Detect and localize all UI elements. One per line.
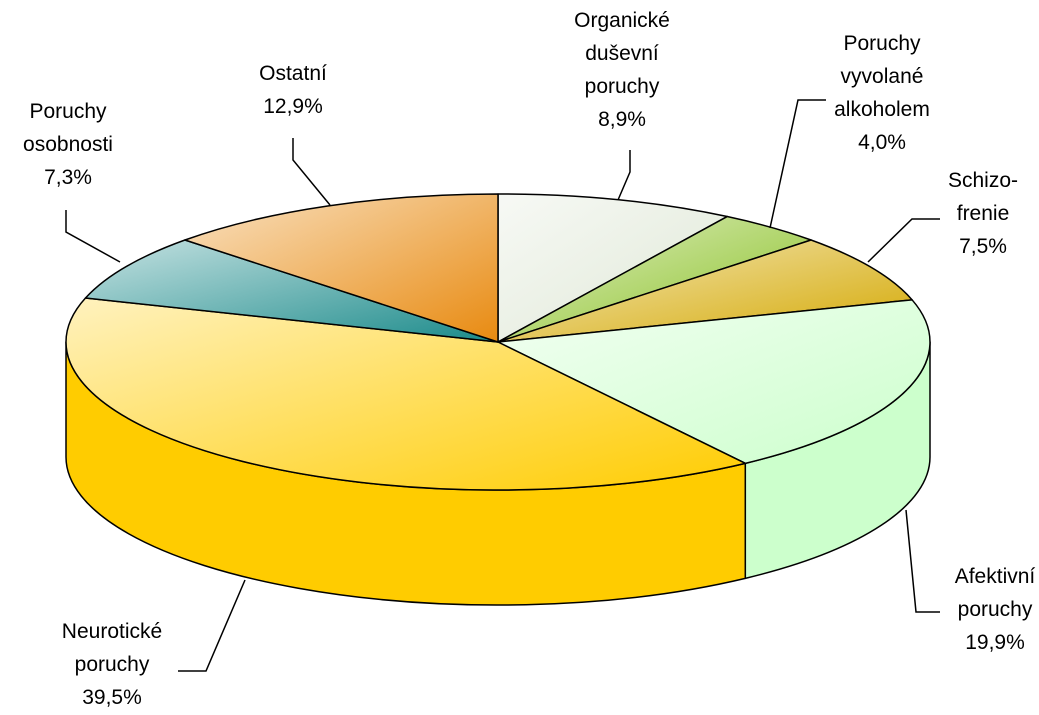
pie-slice xyxy=(497,299,931,465)
value-label: 4,0% xyxy=(858,131,906,154)
category-label: Organické duševní poruchy xyxy=(574,9,670,98)
category-label: Schizo-frenie xyxy=(948,169,1018,225)
leader-line xyxy=(65,210,121,263)
category-label: Neurotické poruchy xyxy=(62,620,162,676)
category-label: Poruchy vyvolané alkoholem xyxy=(834,32,930,121)
leader-line xyxy=(178,579,246,672)
pie-slice xyxy=(84,239,499,343)
category-label: Ostatní xyxy=(259,62,327,85)
value-label: 39,5% xyxy=(82,686,142,709)
pie-slice xyxy=(497,239,913,343)
value-label: 19,9% xyxy=(965,631,1025,654)
pie-slice xyxy=(497,193,728,343)
leader-line xyxy=(292,138,331,206)
leader-line xyxy=(769,99,826,229)
leader-line xyxy=(905,509,940,613)
category-label: Afektivní poruchy xyxy=(955,565,1036,621)
pie-slice xyxy=(184,193,499,343)
leader-line xyxy=(617,150,631,201)
leader-line xyxy=(867,218,940,263)
pie-slice xyxy=(65,297,747,491)
value-label: 7,5% xyxy=(959,235,1007,258)
value-label: 8,9% xyxy=(598,108,646,131)
value-label: 7,3% xyxy=(44,166,92,189)
value-label: 12,9% xyxy=(263,95,323,118)
category-label: Poruchy osobnosti xyxy=(23,100,113,156)
